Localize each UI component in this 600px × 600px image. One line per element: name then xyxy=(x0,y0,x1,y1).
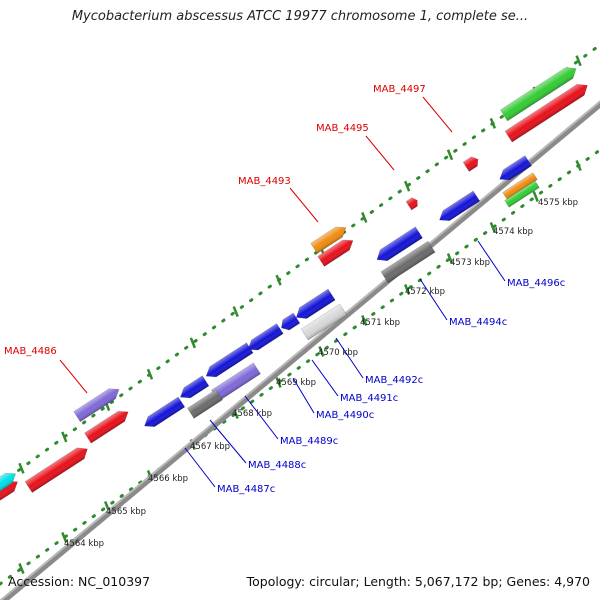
gene-label-leader xyxy=(244,395,279,440)
dotted-track-tick xyxy=(532,191,539,202)
gene-label-reverse[interactable]: MAB_4494c xyxy=(449,317,507,328)
dotted-track-tick xyxy=(575,160,582,171)
scale-tick-label: 4567 kbp xyxy=(190,442,230,452)
gene-block-orange[interactable] xyxy=(310,223,349,254)
gene-label-forward[interactable]: MAB_4495 xyxy=(316,123,369,134)
scale-tick-label: 4564 kbp xyxy=(64,539,104,549)
scale-tick-label: 4566 kbp xyxy=(148,474,188,484)
gene-label-reverse[interactable]: MAB_4496c xyxy=(507,278,565,289)
gene-label-reverse[interactable]: MAB_4488c xyxy=(248,460,306,471)
gene-block-blue[interactable] xyxy=(278,312,301,333)
gene-label-forward[interactable]: MAB_4486 xyxy=(4,346,57,357)
gene-label-reverse[interactable]: MAB_4491c xyxy=(340,393,398,404)
gene-block-grey[interactable] xyxy=(380,240,436,284)
gene-block-red-small[interactable] xyxy=(462,155,481,172)
gene-label-leader xyxy=(419,278,448,321)
dotted-track-tick xyxy=(403,284,411,295)
dotted-track-tick xyxy=(446,149,454,161)
dotted-track-tick xyxy=(361,315,368,326)
gene-block-blue[interactable] xyxy=(436,190,481,225)
dotted-track-tick xyxy=(275,377,282,388)
gene-block-red[interactable] xyxy=(84,407,132,444)
gene-label-leader xyxy=(365,135,395,171)
gene-label-reverse[interactable]: MAB_4492c xyxy=(365,375,423,386)
gene-label-reverse[interactable]: MAB_4490c xyxy=(316,410,374,421)
gene-label-leader xyxy=(59,359,88,394)
scale-tick-label: 4568 kbp xyxy=(232,409,272,419)
dotted-track-tick xyxy=(61,532,68,543)
gene-block-orange-thin[interactable] xyxy=(502,172,538,200)
dotted-track-tick xyxy=(232,306,239,317)
dotted-track-tick xyxy=(275,274,282,286)
gene-label-forward[interactable]: MAB_4493 xyxy=(238,176,291,187)
gene-block-blue[interactable] xyxy=(496,155,532,185)
dotted-track-tick xyxy=(403,180,411,192)
gene-label-forward[interactable]: MAB_4497 xyxy=(373,84,426,95)
gene-label-reverse[interactable]: MAB_4489c xyxy=(280,436,338,447)
gene-label-leader xyxy=(422,96,453,133)
scale-tick-label: 4571 kbp xyxy=(360,318,400,328)
scale-tick-label: 4574 kbp xyxy=(493,227,533,237)
scale-tick-label: 4570 kbp xyxy=(318,348,358,358)
gene-label-leader xyxy=(311,359,339,397)
dotted-track-tick xyxy=(489,117,497,129)
sequence-title: Mycobacterium abscessus ATCC 19977 chrom… xyxy=(71,9,529,24)
gene-label-leader xyxy=(209,419,247,464)
accession-text: Accession: NC_010397 xyxy=(8,574,151,589)
gene-block-blue[interactable] xyxy=(203,342,254,381)
gene-block-red[interactable] xyxy=(317,236,356,267)
dotted-track-tick xyxy=(489,222,497,233)
chromosome-backbone xyxy=(0,100,600,600)
gene-block-blue[interactable] xyxy=(293,288,336,323)
topology-summary: Topology: circular; Length: 5,067,172 bp… xyxy=(246,574,590,589)
scale-tick-label: 4573 kbp xyxy=(450,258,490,268)
gene-block-blue[interactable] xyxy=(373,226,423,265)
dotted-track-tick xyxy=(318,346,325,357)
gene-label-reverse[interactable]: MAB_4487c xyxy=(217,484,275,495)
lower-dotted-track xyxy=(0,148,600,586)
gene-block-green-thin[interactable] xyxy=(504,180,540,208)
gene-label-leader xyxy=(335,337,364,379)
dotted-track-tick xyxy=(61,431,68,443)
dotted-track-tick xyxy=(446,253,454,264)
gene-block-red-tiny[interactable] xyxy=(405,196,420,211)
gene-block-red[interactable] xyxy=(24,443,91,493)
gene-label-leader xyxy=(477,240,506,282)
dotted-track-tick xyxy=(18,563,25,574)
dotted-track-tick xyxy=(189,337,197,349)
scale-tick-label: 4572 kbp xyxy=(405,287,445,297)
dotted-track-tick xyxy=(18,462,25,474)
gene-block-purple[interactable] xyxy=(73,384,122,423)
gene-block-green[interactable] xyxy=(499,63,579,122)
gene-block-cyan[interactable] xyxy=(0,469,19,496)
gene-block-grey[interactable] xyxy=(187,389,223,419)
gene-block-blue[interactable] xyxy=(141,396,186,431)
gene-block-blue[interactable] xyxy=(177,375,210,402)
dotted-track-tick xyxy=(575,55,582,67)
chromosome-backbone-highlight xyxy=(0,100,600,600)
gene-block-red[interactable] xyxy=(504,80,591,143)
scale-tick-label: 4575 kbp xyxy=(538,198,578,208)
dotted-track-tick xyxy=(361,212,368,223)
dotted-track-tick xyxy=(146,368,154,380)
gene-block-light-grey[interactable] xyxy=(300,303,348,341)
gene-label-leader xyxy=(289,187,319,223)
upper-dotted-track xyxy=(0,43,600,486)
gene-label-leader xyxy=(184,447,216,488)
scale-tick-label: 4565 kbp xyxy=(106,507,146,517)
gene-label-leader xyxy=(292,377,315,414)
